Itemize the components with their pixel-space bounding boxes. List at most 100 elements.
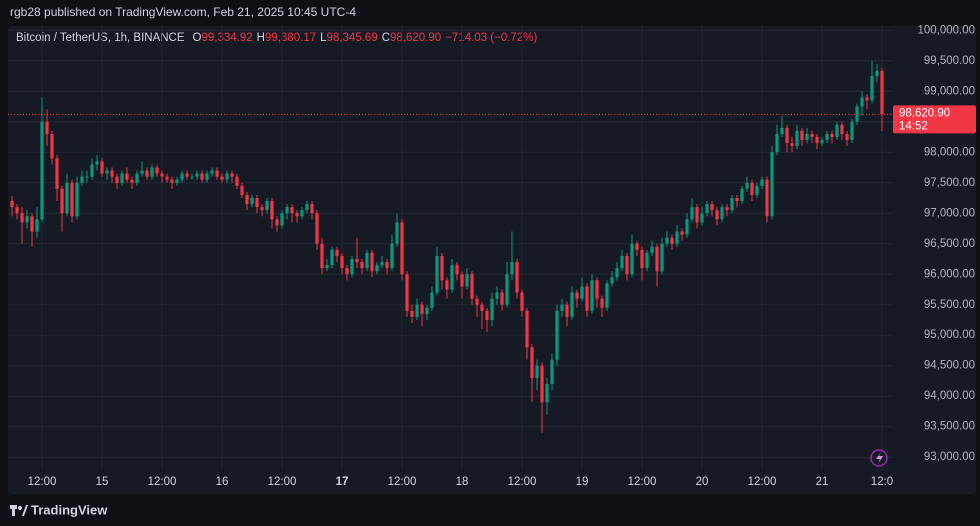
candle-body bbox=[595, 280, 599, 299]
candle-body bbox=[300, 210, 304, 217]
candle-body bbox=[690, 207, 694, 220]
candle-body bbox=[765, 179, 769, 217]
candle-body bbox=[295, 213, 299, 217]
candle-body bbox=[540, 365, 544, 403]
candle-body bbox=[185, 173, 189, 177]
y-tick-label: 95,000.00 bbox=[924, 329, 975, 341]
candle-body bbox=[75, 182, 79, 217]
candle-body bbox=[140, 170, 144, 174]
candle-body bbox=[160, 173, 164, 177]
candle-body bbox=[410, 310, 414, 317]
candle-body bbox=[725, 207, 729, 211]
candle-body bbox=[195, 173, 199, 177]
candle-body bbox=[645, 252, 649, 269]
candle-body bbox=[755, 185, 759, 195]
candle-body bbox=[860, 97, 864, 107]
candle-body bbox=[305, 204, 309, 211]
y-tick-label: 99,000.00 bbox=[924, 85, 975, 97]
candle-body bbox=[810, 133, 814, 137]
candle-body bbox=[215, 170, 219, 177]
candle-body bbox=[830, 133, 834, 137]
candle-body bbox=[370, 252, 374, 272]
candle-body bbox=[380, 262, 384, 266]
candle-body bbox=[210, 170, 214, 174]
candle-body bbox=[385, 262, 389, 269]
candle-body bbox=[230, 173, 234, 177]
candle-body bbox=[255, 197, 259, 208]
brand: TradingView bbox=[31, 502, 108, 517]
candle-body bbox=[395, 222, 399, 244]
candle-body bbox=[560, 304, 564, 311]
candle-body bbox=[550, 359, 554, 385]
candle-body bbox=[535, 365, 539, 378]
x-tick-label: 12:00 bbox=[628, 476, 657, 488]
candle-body bbox=[790, 143, 794, 147]
candle-body bbox=[620, 255, 624, 269]
candle-body bbox=[670, 237, 674, 244]
x-tick-label: 12:00 bbox=[748, 476, 777, 488]
x-tick-label: 19 bbox=[576, 476, 589, 488]
candle-body bbox=[570, 292, 574, 317]
candle-body bbox=[520, 292, 524, 311]
candle-body bbox=[635, 243, 639, 250]
symbol-legend: Bitcoin / TetherUS, 1h, BINANCE O99,334.9… bbox=[16, 32, 537, 44]
candle-body bbox=[845, 133, 849, 141]
candle-body bbox=[730, 197, 734, 211]
candle-body bbox=[340, 255, 344, 269]
candle-body bbox=[600, 298, 604, 308]
candle-body bbox=[880, 70, 884, 115]
candle-body bbox=[290, 207, 294, 214]
candle-body bbox=[640, 249, 644, 269]
candle-body bbox=[190, 176, 194, 178]
candle-body bbox=[235, 176, 239, 186]
alert-icon bbox=[870, 449, 888, 467]
candle-body bbox=[135, 173, 139, 183]
x-tick-label: 16 bbox=[216, 476, 229, 488]
candle-body bbox=[785, 127, 789, 144]
candle-body bbox=[145, 170, 149, 177]
candle-body bbox=[665, 237, 669, 244]
candle-body bbox=[480, 304, 484, 311]
candle-body bbox=[425, 307, 429, 314]
candle-body bbox=[125, 173, 129, 180]
candle-body bbox=[545, 384, 549, 403]
x-tick-label: 12:00 bbox=[28, 476, 57, 488]
y-tick-label: 100,000.00 bbox=[917, 24, 975, 36]
candle-body bbox=[335, 249, 339, 256]
candle-body bbox=[710, 204, 714, 211]
candle-body bbox=[375, 265, 379, 272]
candle-body bbox=[330, 249, 334, 266]
candle-body bbox=[105, 170, 109, 174]
candle-body bbox=[155, 167, 159, 174]
y-tick-label: 94,000.00 bbox=[924, 390, 975, 402]
candle-body bbox=[405, 274, 409, 311]
candle-body bbox=[245, 194, 249, 205]
candle-body bbox=[685, 219, 689, 235]
candle-body bbox=[605, 283, 609, 308]
candle-body bbox=[95, 161, 99, 165]
candle-body bbox=[315, 213, 319, 244]
candle-body bbox=[355, 258, 359, 263]
candle-body bbox=[415, 304, 419, 317]
plot: 93,000.00 93,500.00 94,000.00 94,500.00 95,0… bbox=[8, 24, 976, 488]
x-tick-label: 20 bbox=[696, 476, 709, 488]
candle-body bbox=[555, 310, 559, 360]
publisher: rgb28 published on TradingView.com, Feb … bbox=[10, 5, 356, 19]
candle-body bbox=[360, 262, 364, 269]
candle-body bbox=[490, 298, 494, 320]
candle-body bbox=[70, 182, 74, 217]
y-tick-label: 99,500.00 bbox=[924, 55, 975, 67]
candle-body bbox=[165, 176, 169, 180]
candle-body bbox=[90, 164, 94, 177]
candle-body bbox=[365, 252, 369, 269]
candle-body bbox=[875, 70, 879, 77]
y-tick-label: 93,000.00 bbox=[924, 451, 975, 463]
candle-body bbox=[450, 265, 454, 290]
candle-body bbox=[495, 292, 499, 299]
candle-body bbox=[745, 182, 749, 189]
candle-body bbox=[120, 173, 124, 183]
candle-body bbox=[590, 280, 594, 311]
candle-body bbox=[25, 216, 29, 223]
candle-body bbox=[250, 197, 254, 205]
